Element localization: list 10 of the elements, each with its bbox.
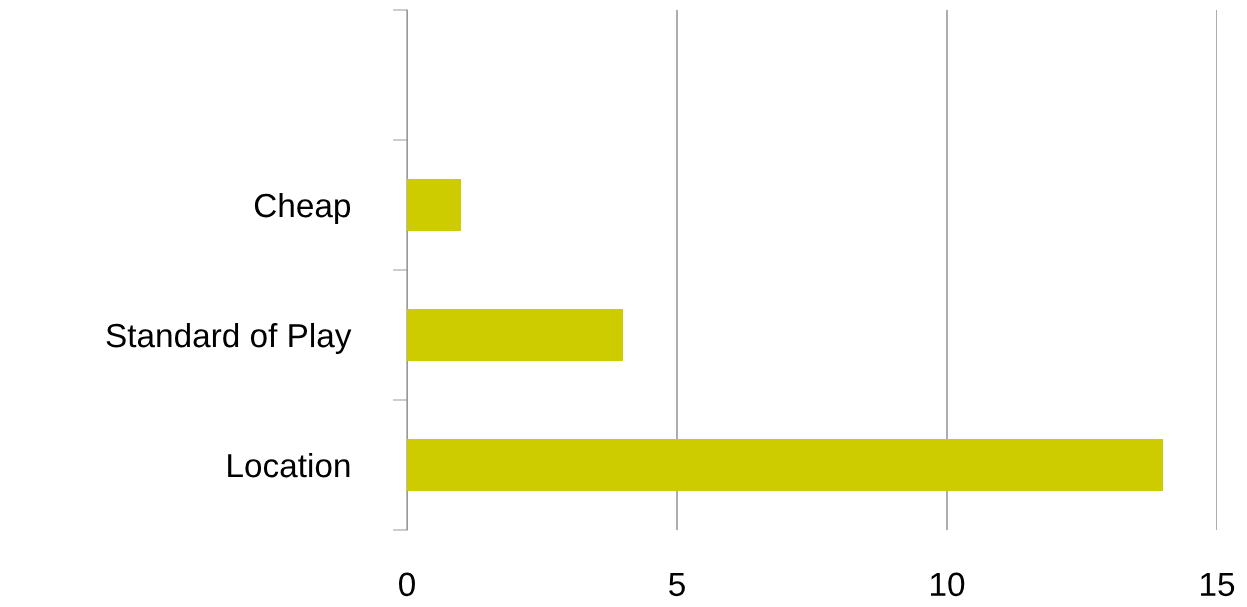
bar (407, 439, 1163, 491)
y-tick-label: Location (228, 452, 350, 478)
x-tick-label: 0 (399, 572, 415, 597)
bar (407, 179, 461, 231)
y-tick-label: Cheap (254, 192, 351, 224)
x-tick-label: 15 (1201, 572, 1235, 597)
x-tick-label: 10 (931, 572, 965, 597)
bar (407, 309, 623, 361)
x-tick-label: 5 (669, 572, 685, 597)
y-tick-label: Standard of Play (106, 322, 352, 354)
